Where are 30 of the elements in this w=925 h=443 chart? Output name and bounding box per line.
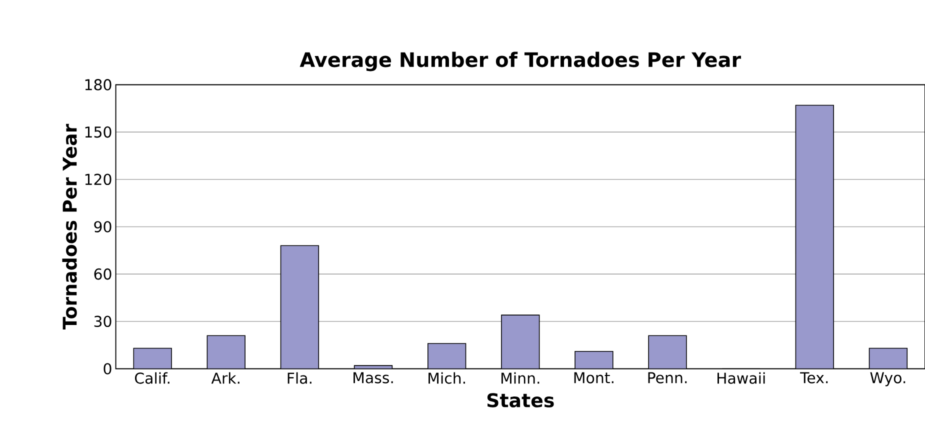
x-tick-label: Mich.: [428, 372, 465, 384]
x-tick-label: Mass.: [354, 372, 393, 384]
y-tick-label: 90: [94, 220, 112, 232]
bar: [206, 334, 246, 368]
chart-title: Average Number of Tornadoes Per Year: [300, 52, 742, 71]
bar: [133, 348, 172, 368]
x-tick-label: Hawaii: [718, 372, 765, 384]
y-tick-label: 30: [94, 316, 112, 327]
y-tick-label: 120: [85, 173, 112, 185]
y-axis-title: Tornadoes Per Year: [62, 124, 77, 330]
x-axis-title: States: [487, 392, 554, 408]
bar: [427, 342, 466, 368]
y-tick-label: 0: [104, 362, 112, 374]
bar: [868, 348, 908, 368]
x-tick-label: Penn.: [648, 372, 687, 384]
bar: [280, 245, 320, 368]
x-tick-label: Tex.: [800, 372, 828, 384]
bar: [574, 350, 614, 368]
bar: [648, 334, 687, 368]
y-tick-label: 150: [85, 126, 112, 138]
bar: [501, 314, 540, 368]
x-tick-label: Ark.: [211, 372, 240, 384]
y-tick-label: 180: [85, 78, 112, 90]
x-tick-label: Fla.: [288, 372, 312, 384]
bar: [795, 104, 834, 368]
x-tick-label: Wyo.: [870, 372, 906, 386]
y-tick-label: 60: [94, 268, 112, 280]
x-tick-label: Minn.: [501, 372, 540, 384]
x-tick-label: Mont.: [574, 372, 614, 384]
x-tick-label: Calif.: [135, 372, 170, 384]
